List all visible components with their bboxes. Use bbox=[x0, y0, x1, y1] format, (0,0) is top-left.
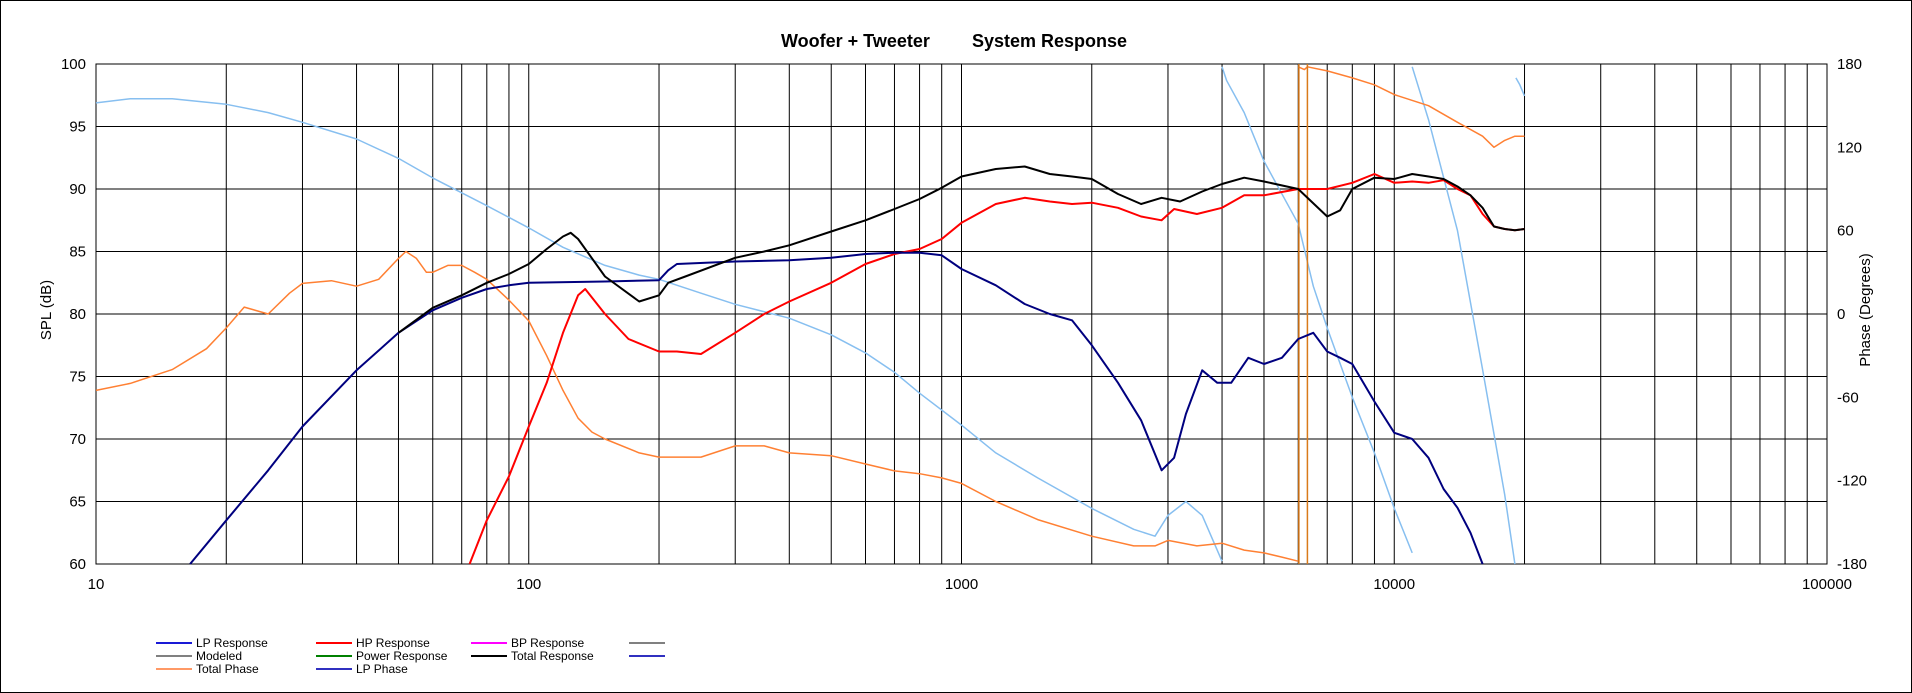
x-tick-label: 10000 bbox=[1373, 576, 1415, 593]
series-total-response bbox=[397, 165, 1525, 334]
y2-tick-label: -60 bbox=[1837, 389, 1859, 406]
y2-tick-label: 0 bbox=[1837, 306, 1845, 323]
legend-label: BP Response bbox=[511, 636, 584, 650]
x-tick-label: 100000 bbox=[1802, 576, 1852, 593]
y-tick-label: 95 bbox=[69, 119, 86, 136]
series-lp-response bbox=[189, 251, 1484, 565]
x-tick-label: 10 bbox=[88, 576, 105, 593]
y-tick-label: 70 bbox=[69, 431, 86, 448]
series-total-phase bbox=[95, 66, 1525, 562]
y-tick-label: 75 bbox=[69, 369, 86, 386]
y2-axis-label: Phase (Degrees) bbox=[1857, 253, 1874, 366]
y-tick-label: 90 bbox=[69, 181, 86, 198]
y2-tick-label: 120 bbox=[1837, 139, 1862, 156]
tick-labels: 10 100 1000 10000 100000 60 65 70 75 80 85 90 95 100 -… bbox=[61, 56, 1867, 593]
legend-label: Total Phase bbox=[196, 662, 259, 676]
y-axis-label: SPL (dB) bbox=[38, 280, 55, 340]
y2-tick-label: 60 bbox=[1837, 223, 1854, 240]
plot-area-border bbox=[95, 63, 1828, 565]
series-layer bbox=[95, 64, 1526, 565]
series-hp-response bbox=[468, 173, 1525, 565]
x-tick-label: 1000 bbox=[945, 576, 978, 593]
y-tick-label: 65 bbox=[69, 494, 86, 511]
chart-title-left: Woofer + Tweeter bbox=[781, 31, 930, 51]
legend-label: Total Response bbox=[511, 649, 594, 663]
legend-label: LP Response bbox=[196, 636, 268, 650]
chart-title-right: System Response bbox=[972, 31, 1127, 51]
y-tick-label: 85 bbox=[69, 244, 86, 261]
y-tick-label: 80 bbox=[69, 306, 86, 323]
legend-label: LP Phase bbox=[356, 662, 408, 676]
y-tick-label: 100 bbox=[61, 56, 86, 73]
y2-tick-label: -180 bbox=[1837, 556, 1867, 573]
series-lp-phase bbox=[95, 66, 1526, 565]
x-tick-label: 100 bbox=[516, 576, 541, 593]
legend: LP Response HP Response BP Response Modeled… bbox=[156, 636, 665, 676]
y2-tick-label: -120 bbox=[1837, 473, 1867, 490]
y-tick-label: 60 bbox=[69, 556, 86, 573]
legend-label: HP Response bbox=[356, 636, 430, 650]
legend-label: Modeled bbox=[196, 649, 242, 663]
y2-tick-label: 180 bbox=[1837, 56, 1862, 73]
legend-label: Power Response bbox=[356, 649, 448, 663]
